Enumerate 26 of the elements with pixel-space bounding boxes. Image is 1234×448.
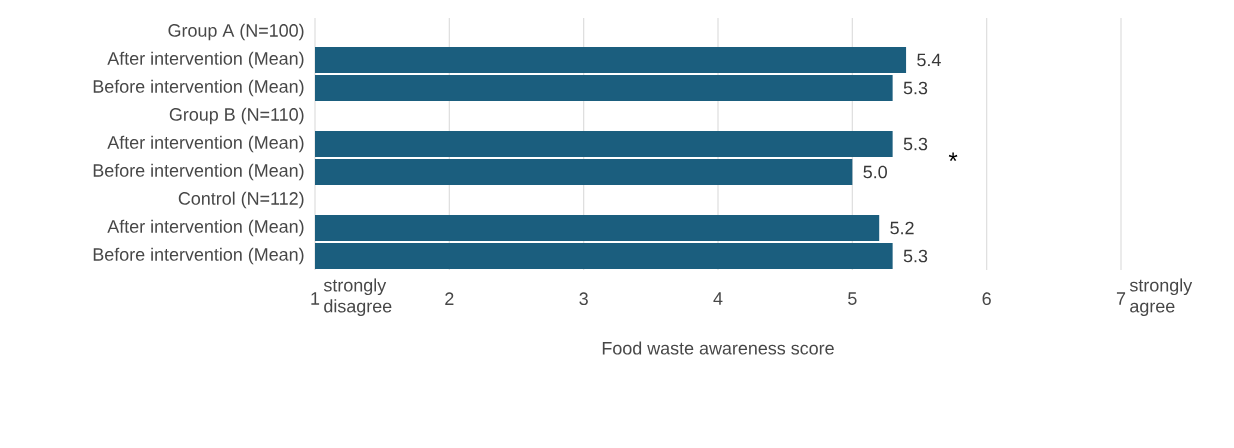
y-tick-label: Control (N=112) xyxy=(178,191,304,209)
text: strongly agree xyxy=(1129,278,1193,317)
annotation: * xyxy=(948,152,958,161)
y-tick-label: Before intervention (Mean) xyxy=(93,79,304,97)
x-tick-label: 5 xyxy=(848,292,857,305)
data-label: 5.3 xyxy=(903,81,928,95)
y-tick-label: Group B (N=110) xyxy=(169,107,304,125)
data-label: 5.3 xyxy=(903,249,928,263)
x-tick-label: 2 xyxy=(445,292,454,305)
y-tick-label: After intervention (Mean) xyxy=(107,219,304,237)
data-label: 5.2 xyxy=(890,221,914,235)
data-label: 5.4 xyxy=(917,53,941,67)
y-tick-label: After intervention (Mean) xyxy=(107,135,304,153)
y-tick-label: After intervention (Mean) xyxy=(107,51,304,69)
y-tick-label: Before intervention (Mean) xyxy=(93,247,304,265)
x-tick-label: 1 xyxy=(311,292,320,305)
data-label: 5.3 xyxy=(903,137,928,151)
x-tick-label: 3 xyxy=(579,292,588,306)
y-tick-label: Group A (N=100) xyxy=(168,23,304,41)
data-label: 5.0 xyxy=(863,165,887,179)
y-tick-label: Before intervention (Mean) xyxy=(93,163,304,181)
x-tick-label: 7 xyxy=(1116,292,1126,305)
x-tick-label: 4 xyxy=(713,292,723,305)
x-axis-title: Food waste awareness score xyxy=(602,341,834,355)
text: strongly disagree xyxy=(323,278,392,317)
x-tick-label: 6 xyxy=(982,292,991,306)
